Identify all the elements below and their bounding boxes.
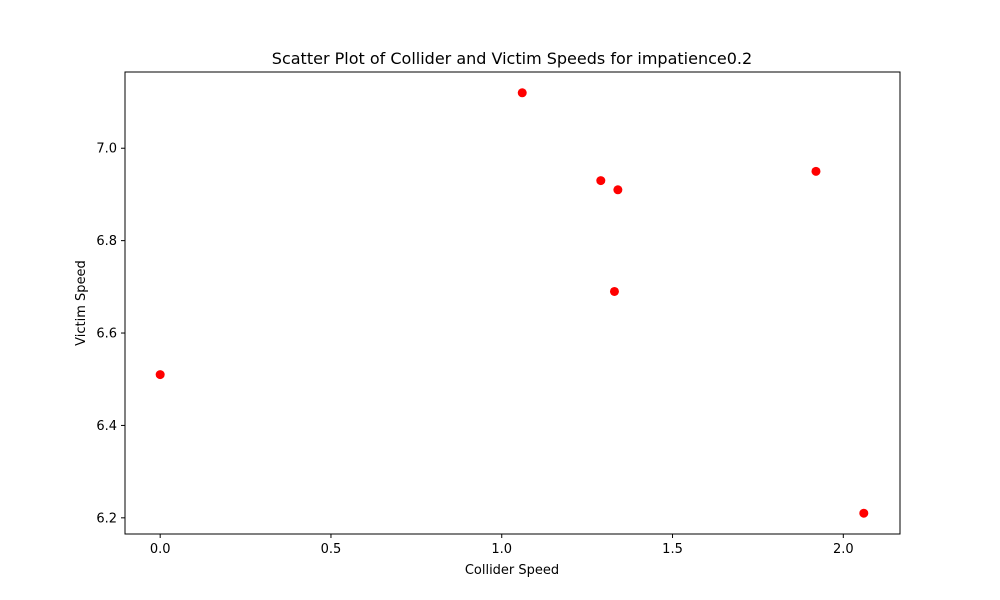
x-axis-label: Collider Speed [465, 563, 559, 578]
data-point [811, 166, 821, 176]
plot-frame [124, 71, 901, 535]
x-tick-label: 1.5 [662, 542, 683, 557]
y-axis: 6.2 6.4 6.6 6.8 7.0 [96, 142, 125, 526]
y-tick-label: 7.0 [96, 142, 117, 157]
data-point [596, 176, 606, 186]
data-point [859, 508, 869, 518]
data-point [155, 370, 165, 380]
x-axis: 0.0 0.5 1.0 1.5 2.0 [150, 534, 854, 557]
y-axis-label: Victim Speed [74, 260, 89, 346]
data-point [609, 286, 619, 296]
y-tick-label: 6.8 [96, 234, 117, 249]
chart-title: Scatter Plot of Collider and Victim Spee… [272, 49, 752, 68]
x-tick-label: 1.0 [491, 542, 512, 557]
y-tick-label: 6.6 [96, 327, 117, 342]
x-tick-label: 2.0 [833, 542, 854, 557]
data-point [517, 88, 527, 98]
data-point [613, 185, 623, 195]
x-tick-label: 0.0 [150, 542, 171, 557]
y-tick-label: 6.4 [96, 419, 117, 434]
x-tick-label: 0.5 [321, 542, 342, 557]
y-tick-label: 6.2 [96, 511, 117, 526]
data-points [155, 88, 869, 518]
